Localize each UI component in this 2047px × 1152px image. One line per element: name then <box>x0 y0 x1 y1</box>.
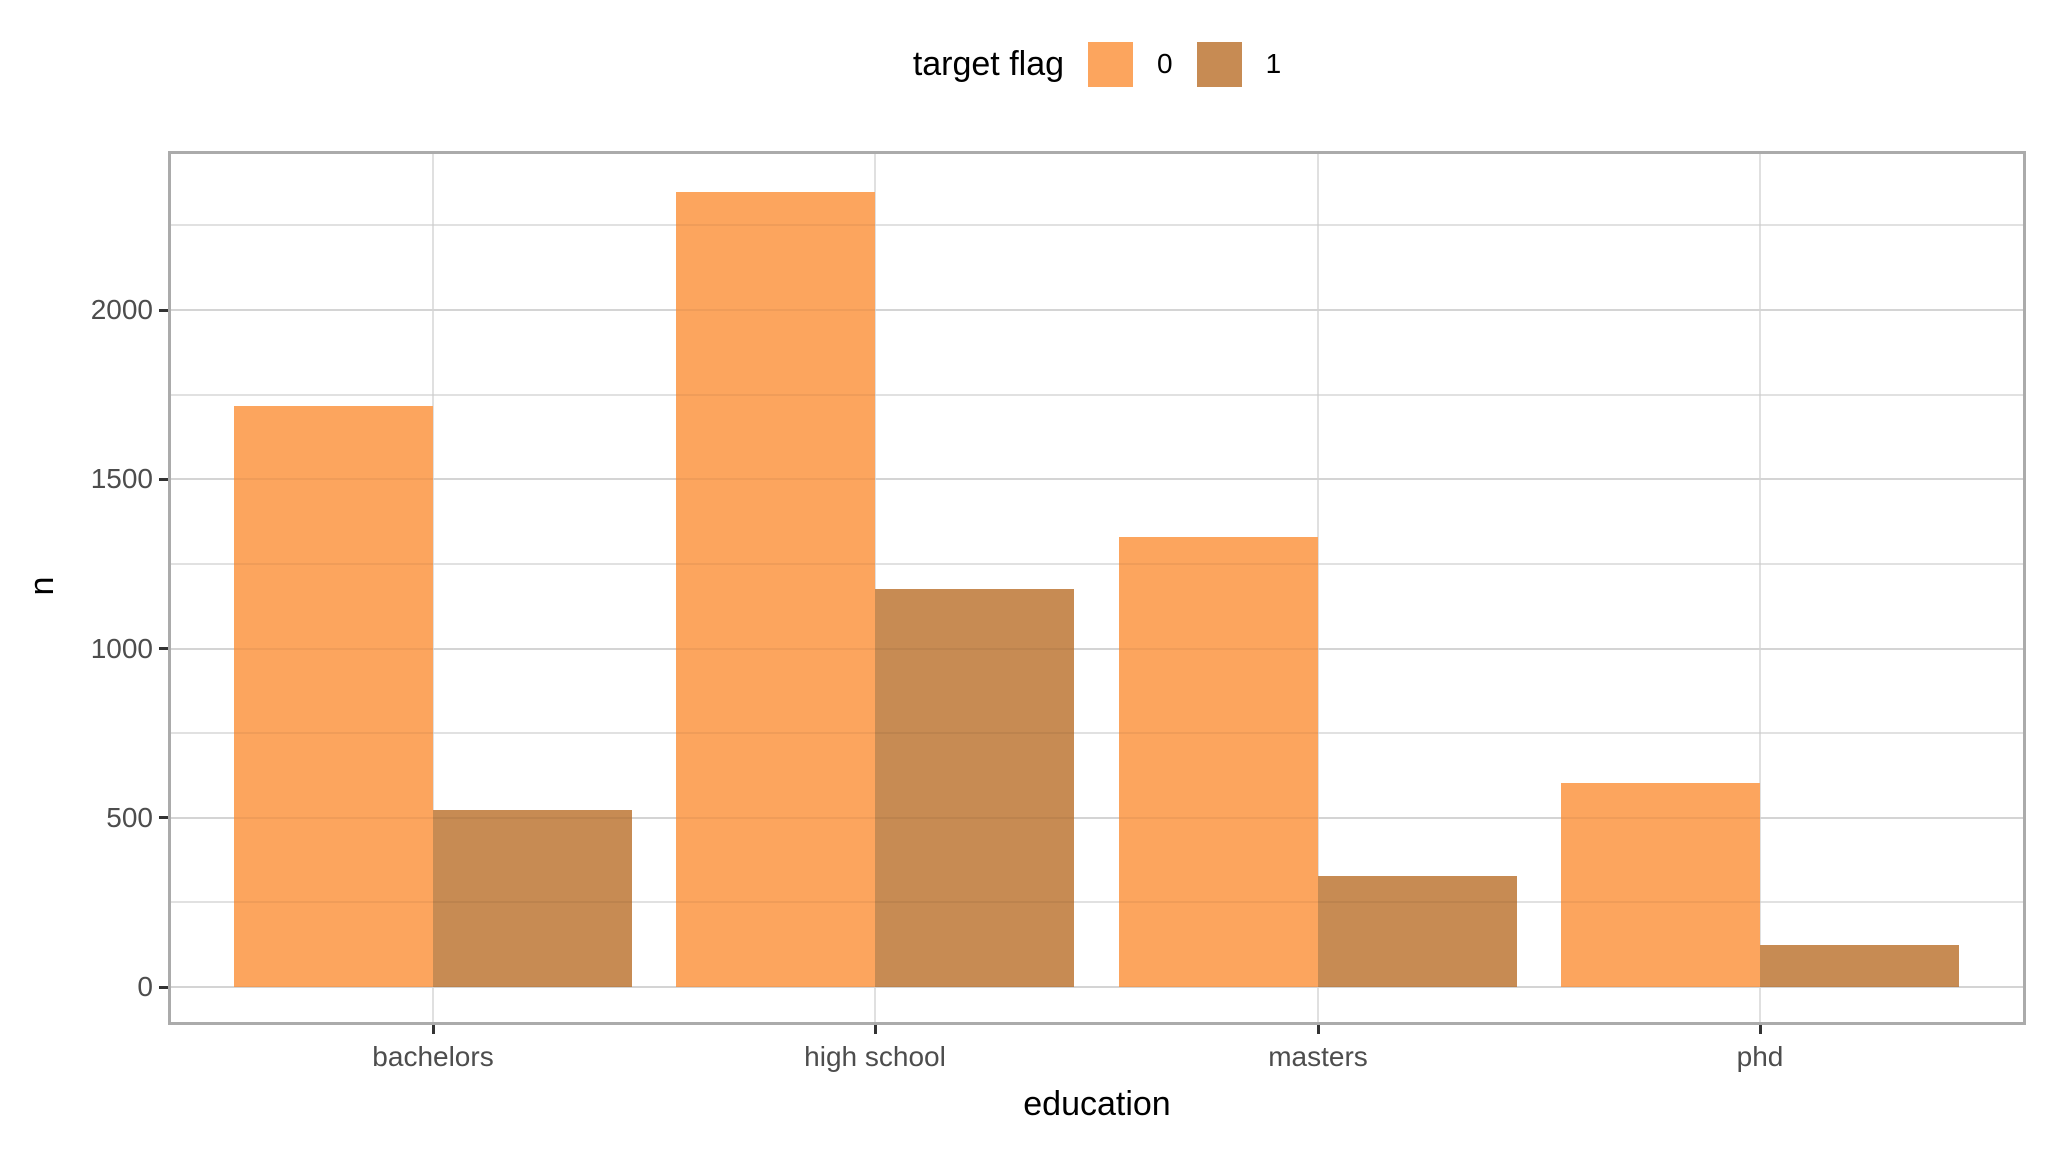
legend-title: target flag <box>912 44 1065 83</box>
x-tick-mark <box>431 1024 435 1034</box>
bar-high-school-flag0 <box>676 191 875 987</box>
y-tick-label: 1000 <box>90 632 153 664</box>
gridline-overlay <box>169 393 2025 396</box>
bar-phd-flag1 <box>1760 945 1959 987</box>
y-tick-mark <box>159 816 169 820</box>
x-tick-label: bachelors <box>372 1041 494 1072</box>
bar-masters-flag1 <box>1318 875 1517 987</box>
y-tick-mark <box>159 647 169 650</box>
gridline-overlay <box>169 986 2025 988</box>
y-tick-label: 500 <box>106 801 153 833</box>
bar-high-school-flag1 <box>875 588 1074 987</box>
bar-phd-flag0 <box>1561 782 1760 987</box>
legend: target flag 0 1 <box>169 34 2025 94</box>
gridline-overlay <box>169 562 2025 565</box>
gridline-major <box>169 309 2025 311</box>
x-tick-label: phd <box>1736 1041 1784 1072</box>
gridline-major <box>169 478 2025 481</box>
gridline-minor <box>169 732 2025 735</box>
gridline-minor <box>169 562 2025 565</box>
y-tick-label: 0 <box>137 971 153 1002</box>
gridline-vertical <box>1759 152 1761 1024</box>
y-tick-mark <box>159 985 169 989</box>
gridline-overlay <box>169 816 2025 819</box>
y-tick-label: 1500 <box>90 463 153 495</box>
gridline-overlay <box>169 478 2025 481</box>
gridline-overlay <box>169 309 2025 311</box>
legend-swatch-1 <box>1196 41 1242 87</box>
legend-label-1: 1 <box>1265 48 1282 79</box>
y-tick-mark <box>159 477 169 481</box>
gridline-minor <box>169 224 2025 227</box>
x-tick-mark <box>1316 1024 1320 1034</box>
y-tick-mark <box>159 308 169 312</box>
plot-panel <box>168 151 2026 1025</box>
gridline-overlay <box>169 647 2025 650</box>
y-axis-title: n <box>22 576 61 596</box>
gridline-overlay <box>169 732 2025 735</box>
legend-swatch-0 <box>1088 41 1134 87</box>
bar-masters-flag0 <box>1119 537 1318 987</box>
x-tick-label: high school <box>804 1041 946 1072</box>
gridline-major <box>169 647 2025 650</box>
gridline-overlay <box>169 224 2025 227</box>
bar-bachelors-flag1 <box>433 809 632 987</box>
gridline-major <box>169 816 2025 819</box>
bar-bachelors-flag0 <box>234 406 433 987</box>
gridline-minor <box>169 393 2025 396</box>
gridline-overlay <box>169 901 2025 904</box>
y-tick-label: 2000 <box>90 294 153 325</box>
x-tick-mark <box>873 1024 877 1034</box>
gridline-major <box>169 986 2025 988</box>
legend-label-0: 0 <box>1157 48 1173 79</box>
x-tick-mark <box>1758 1024 1762 1034</box>
x-axis-title: education <box>1023 1085 1171 1123</box>
gridline-vertical <box>874 152 876 1024</box>
gridline-vertical <box>1317 152 1319 1024</box>
gridline-minor <box>169 901 2025 904</box>
gridline-vertical <box>432 152 434 1024</box>
x-tick-label: masters <box>1268 1041 1368 1072</box>
